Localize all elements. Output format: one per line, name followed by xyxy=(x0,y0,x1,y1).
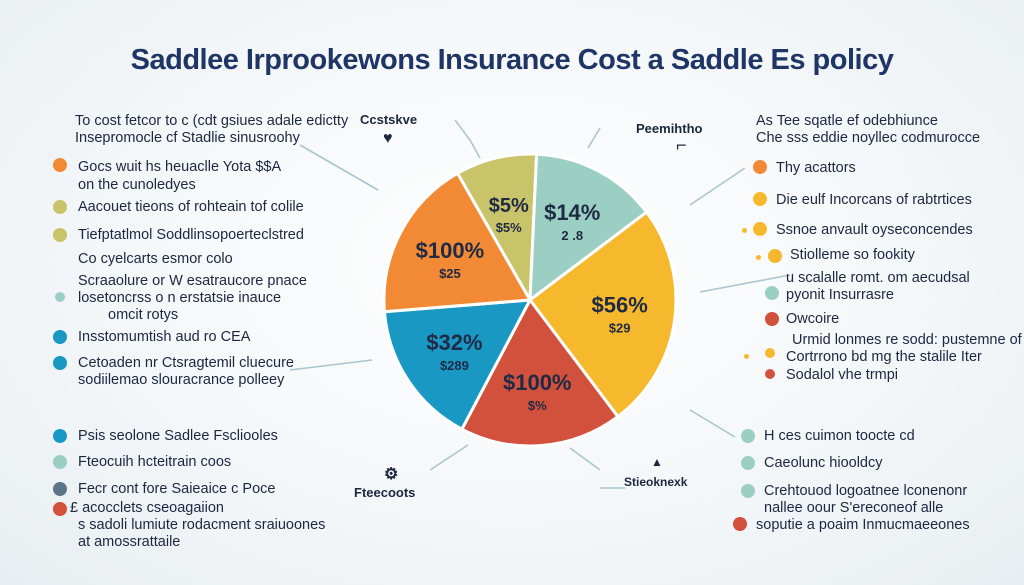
legend-dot xyxy=(753,160,767,174)
slice-value-label: $56% xyxy=(591,293,647,318)
left-item-text: Aacouet tieons of rohteain tof colile xyxy=(78,199,304,215)
left-item-text: sodiilemao slouracrance polleey xyxy=(78,372,285,388)
right-intro-1: As Tee sqatle ef odebhiunce xyxy=(756,113,938,129)
legend-dot xyxy=(53,228,67,242)
pie-slice xyxy=(455,152,539,306)
legend-dot xyxy=(741,484,755,498)
left-item-text: losetoncrss o n erstatsie inauce xyxy=(78,290,282,306)
connector-line xyxy=(689,167,746,206)
gear-icon: ⚙ xyxy=(384,466,399,483)
right-bottom-text: nallee oour S'ereconeof alle xyxy=(764,500,944,516)
right-item-text: Owcoire xyxy=(786,311,840,327)
connector-line xyxy=(299,144,379,191)
right-item-text: pyonit Insurrasre xyxy=(786,287,894,303)
page-title: Saddlee Irprookewons Insurance Cost a Sa… xyxy=(130,44,894,76)
left-item-text: on the cunoledyes xyxy=(78,177,196,193)
left-item-text: Cetoaden nr Ctsragtemil cluecure xyxy=(78,355,294,371)
slice-value-label: $32% xyxy=(426,330,482,355)
arrow-up-icon: ▲ xyxy=(651,455,663,469)
slice-sub-label: $289 xyxy=(440,358,469,373)
right-bottom-text: H ces cuimon toocte cd xyxy=(764,428,915,444)
left-intro-2: Insepromocle cf Stadlie sinusroohy xyxy=(75,130,300,146)
callout-bottom-left: Fteecoots xyxy=(354,485,416,500)
left-item-text: Co cyelcarts esmor colo xyxy=(78,251,233,267)
right-bottom-text: soputie a poaim Inmucmaeeones xyxy=(756,517,970,533)
bracket-icon: ⌐ xyxy=(676,135,687,155)
legend-dot xyxy=(53,429,67,443)
slice-value-label: $100% xyxy=(503,370,572,395)
connector-line xyxy=(587,127,601,149)
legend-dot xyxy=(53,158,67,172)
legend-dot xyxy=(768,249,782,263)
pie-slice xyxy=(382,298,533,432)
left-bottom-text: Psis seolone Sadlee Fscliooles xyxy=(78,428,278,444)
legend-dot xyxy=(53,482,67,496)
left-item-text: omcit rotys xyxy=(108,307,179,323)
pie-slice xyxy=(459,297,620,448)
pie-slice xyxy=(527,210,678,419)
slice-value-label: $100% xyxy=(416,238,485,263)
left-bottom-text: at amossrattaile xyxy=(78,534,181,550)
slice-sub-label: $29 xyxy=(609,321,631,336)
right-bottom-text: Caeolunc hiooldcy xyxy=(764,455,883,471)
legend-dot xyxy=(742,228,747,233)
right-item-text: Cortrrono bd mg the stalile Iter xyxy=(786,349,982,365)
legend-dot xyxy=(765,286,779,300)
right-item-text: Thy acattors xyxy=(776,160,856,176)
legend-dot xyxy=(53,200,67,214)
legend-dot xyxy=(53,455,67,469)
callout-top-left: Ccstskve xyxy=(360,112,418,127)
legend-dot xyxy=(756,255,761,260)
legend-dot xyxy=(741,429,755,443)
connector-line xyxy=(689,409,736,438)
legend-dot xyxy=(753,222,767,236)
left-bottom-text: Fecr cont fore Saieaice c Poce xyxy=(78,481,276,497)
callout-bottom-right: Stieoknexk xyxy=(624,475,688,489)
slice-sub-label: 2 .8 xyxy=(561,228,583,243)
slice-value-label: $5% xyxy=(489,195,529,217)
right-item-text: Urmid lonmes re sodd: pustemne of xyxy=(792,332,1022,348)
right-item-text: Ssnoe anvault oyseconcendes xyxy=(776,222,973,238)
connector-line xyxy=(699,274,791,293)
legend-dot xyxy=(741,456,755,470)
connector-line xyxy=(569,447,601,471)
right-item-text: Sodalol vhe trmpi xyxy=(786,367,899,383)
left-item-text: Tiefptatlmol Soddlinsopoerteclstred xyxy=(78,227,304,243)
legend-dot xyxy=(765,312,779,326)
connector-line xyxy=(454,119,481,159)
legend-dot xyxy=(753,192,767,206)
slice-sub-label: $% xyxy=(528,398,547,413)
left-item-text: Gocs wuit hs heuaclle Yota $$A xyxy=(78,159,282,175)
left-bottom-text: Fteocuih hcteitrain coos xyxy=(78,454,232,470)
legend-dot xyxy=(765,369,775,379)
legend-dot xyxy=(53,356,67,370)
legend-dot xyxy=(765,348,775,358)
pie-slice xyxy=(382,171,533,314)
right-item-text: Die eulf Incorcans of rabtrtices xyxy=(776,192,972,208)
pie-slice xyxy=(528,152,649,304)
slice-sub-label: $5% xyxy=(496,220,522,235)
legend-dot xyxy=(744,354,749,359)
slice-value-label: $14% xyxy=(544,200,600,225)
right-item-text: u scalalle romt. om aecudsal xyxy=(786,270,970,286)
right-intro-2: Che sss eddie noyllec codmurocce xyxy=(756,130,981,146)
right-item-text: Stiolleme so fookity xyxy=(790,247,915,263)
shield-icon: ♥ xyxy=(383,130,393,147)
legend-dot xyxy=(733,517,747,531)
left-bottom-text: £ acocclets cseoagaiion xyxy=(70,500,224,516)
right-bottom-text: Crehtouod logoatnee lconenonr xyxy=(764,483,968,499)
legend-dot xyxy=(55,292,65,302)
left-item-text: Scraaolure or W esatraucore pnace xyxy=(78,273,307,289)
slice-sub-label: $25 xyxy=(439,266,461,281)
left-item-text: Insstomumtish aud ro CEA xyxy=(78,329,251,345)
legend-dot xyxy=(53,330,67,344)
left-bottom-text: s sadoli lumiute rodacment sraiuoones xyxy=(78,517,326,533)
connector-line xyxy=(429,444,469,471)
callout-top-right: Peemihtho xyxy=(636,121,703,136)
legend-dot xyxy=(53,502,67,516)
connector-line xyxy=(289,359,373,371)
left-intro-1: To cost fetcor to c (cdt gsiues adale ed… xyxy=(75,113,349,129)
